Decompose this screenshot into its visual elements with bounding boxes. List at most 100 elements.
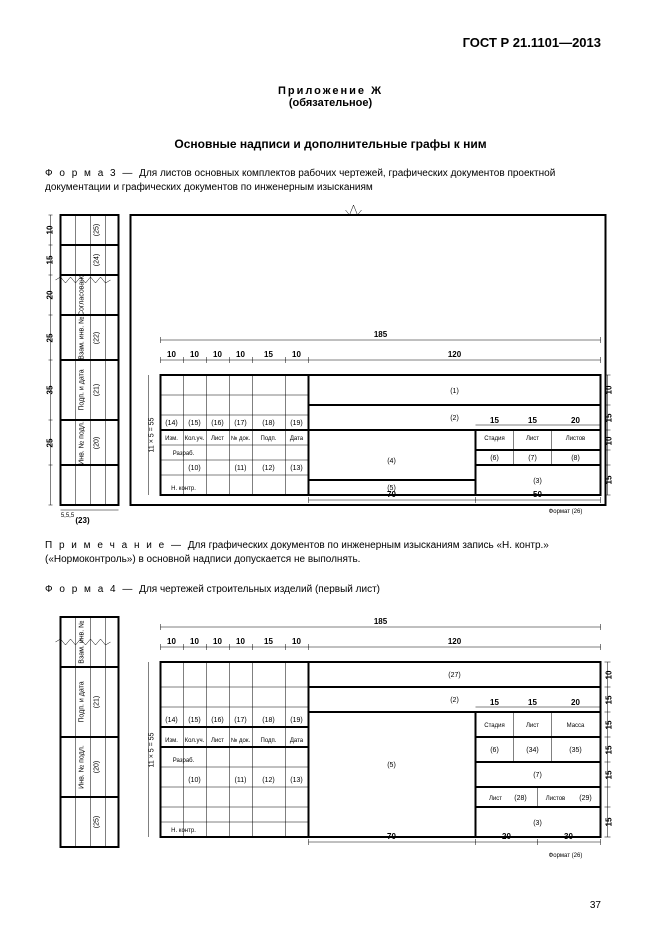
svg-text:50: 50: [533, 490, 542, 499]
form4-drawing: Взам. инв. № Подп. и дата (21) Инв. № по…: [45, 607, 616, 867]
svg-text:(25): (25): [94, 224, 101, 236]
svg-text:Н. контр.: Н. контр.: [171, 828, 196, 834]
svg-text:(6): (6): [490, 455, 499, 462]
svg-text:(23): (23): [75, 516, 90, 525]
svg-text:(28): (28): [514, 795, 526, 802]
svg-text:10: 10: [292, 637, 301, 646]
svg-text:15: 15: [490, 416, 499, 425]
svg-text:10: 10: [292, 350, 301, 359]
svg-text:10: 10: [605, 385, 614, 394]
svg-text:(2): (2): [450, 697, 459, 704]
document-page: ГОСТ Р 21.1101—2013 Приложение Ж (обязат…: [0, 0, 661, 936]
svg-text:Взам. инв. №: Взам. инв. №: [79, 620, 86, 663]
svg-text:Лист: Лист: [526, 436, 539, 442]
svg-text:15: 15: [528, 416, 537, 425]
svg-text:(16): (16): [211, 420, 223, 427]
svg-text:15: 15: [264, 637, 273, 646]
svg-text:(34): (34): [526, 747, 538, 754]
svg-text:(22): (22): [94, 332, 101, 344]
svg-text:Листов: Листов: [566, 436, 586, 442]
svg-text:Формат (26): Формат (26): [549, 853, 583, 859]
svg-text:(3): (3): [533, 478, 542, 485]
svg-text:Лист: Лист: [211, 738, 224, 744]
svg-text:Подп. и дата: Подп. и дата: [79, 369, 86, 410]
svg-text:(20): (20): [94, 437, 101, 449]
svg-text:15: 15: [605, 413, 614, 422]
svg-text:(35): (35): [569, 747, 581, 754]
svg-text:(21): (21): [94, 696, 101, 708]
svg-text:10: 10: [236, 637, 245, 646]
svg-text:(17): (17): [234, 420, 246, 427]
svg-text:(12): (12): [262, 465, 274, 472]
svg-text:10: 10: [213, 637, 222, 646]
svg-text:(25): (25): [94, 816, 101, 828]
svg-text:11 × 5 = 55: 11 × 5 = 55: [149, 732, 156, 767]
appendix-heading: Приложение Ж (обязательное): [45, 85, 616, 109]
svg-text:20: 20: [571, 416, 580, 425]
svg-text:Лист: Лист: [211, 436, 224, 442]
svg-text:(13): (13): [290, 777, 302, 784]
note-lead: П р и м е ч а н и е —: [45, 540, 188, 551]
svg-text:20: 20: [571, 698, 580, 707]
form3-lead: Ф о р м а 3 —: [45, 168, 139, 179]
svg-text:10: 10: [605, 670, 614, 679]
svg-text:(18): (18): [262, 717, 274, 724]
svg-text:15: 15: [605, 475, 614, 484]
svg-text:10: 10: [213, 350, 222, 359]
svg-text:(19): (19): [290, 717, 302, 724]
svg-text:70: 70: [387, 490, 396, 499]
svg-text:(11): (11): [235, 777, 247, 784]
svg-text:Кол.уч.: Кол.уч.: [185, 436, 205, 442]
svg-text:№ док.: № док.: [231, 435, 251, 442]
svg-text:15: 15: [490, 698, 499, 707]
svg-text:Масса: Масса: [567, 723, 585, 729]
svg-text:5,5,5: 5,5,5: [61, 513, 75, 519]
svg-text:120: 120: [448, 350, 462, 359]
svg-text:(18): (18): [262, 420, 274, 427]
svg-text:15: 15: [605, 720, 614, 729]
form3-drawing: 10 15 20 25 35 25 Подп. и дата (21) Инв.…: [45, 205, 616, 525]
svg-text:(10): (10): [188, 465, 200, 472]
svg-text:70: 70: [387, 832, 396, 841]
doc-code: ГОСТ Р 21.1101—2013: [463, 35, 601, 50]
svg-text:Взам. инв. №: Взам. инв. №: [79, 316, 86, 359]
form3-note: П р и м е ч а н и е — Для графических до…: [45, 539, 616, 567]
svg-text:(6): (6): [490, 747, 499, 754]
svg-text:№ док.: № док.: [231, 737, 251, 744]
svg-text:(12): (12): [262, 777, 274, 784]
svg-text:25: 25: [46, 333, 55, 342]
svg-text:Изм.: Изм.: [165, 738, 178, 744]
svg-text:Изм.: Изм.: [165, 436, 178, 442]
svg-text:(1): (1): [450, 388, 459, 395]
svg-text:185: 185: [374, 330, 388, 339]
svg-text:Листов: Листов: [546, 796, 566, 802]
svg-text:(19): (19): [290, 420, 302, 427]
svg-text:(21): (21): [94, 384, 101, 396]
svg-text:Дата: Дата: [290, 436, 304, 442]
svg-text:Подп. и дата: Подп. и дата: [79, 681, 86, 722]
form4-lead: Ф о р м а 4 —: [45, 584, 139, 595]
appendix-label: Приложение Ж: [45, 85, 616, 97]
svg-text:(8): (8): [571, 455, 580, 462]
svg-text:10: 10: [167, 637, 176, 646]
svg-text:(10): (10): [188, 777, 200, 784]
svg-text:(29): (29): [579, 795, 591, 802]
appendix-sub: (обязательное): [45, 97, 616, 109]
svg-text:15: 15: [528, 698, 537, 707]
svg-text:10: 10: [190, 637, 199, 646]
svg-text:11 × 5 = 55: 11 × 5 = 55: [149, 417, 156, 452]
svg-text:Стадия: Стадия: [484, 436, 504, 442]
svg-text:Инв. № подл.: Инв. № подл.: [79, 745, 86, 789]
svg-text:Разраб.: Разраб.: [173, 758, 195, 764]
svg-text:10: 10: [167, 350, 176, 359]
svg-text:120: 120: [448, 637, 462, 646]
svg-text:(13): (13): [290, 465, 302, 472]
svg-text:20: 20: [46, 290, 55, 299]
svg-text:(27): (27): [448, 672, 460, 679]
svg-text:(15): (15): [188, 717, 200, 724]
svg-text:20: 20: [502, 832, 511, 841]
svg-text:Формат (26): Формат (26): [549, 509, 583, 515]
svg-text:Н. контр.: Н. контр.: [171, 486, 196, 492]
svg-text:(14): (14): [165, 420, 177, 427]
svg-text:(3): (3): [533, 820, 542, 827]
